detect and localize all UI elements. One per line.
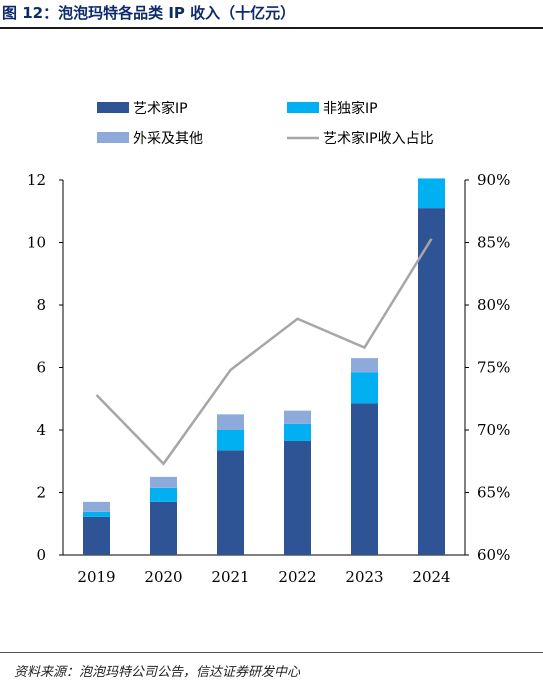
bar-segment xyxy=(217,430,244,451)
bar-segment xyxy=(83,501,110,512)
title-divider xyxy=(0,27,543,29)
bar-segment xyxy=(150,476,177,488)
x-tick-label: 2022 xyxy=(278,568,316,586)
legend-swatch xyxy=(97,102,129,113)
left-tick-label: 10 xyxy=(27,234,46,252)
right-tick-label: 80% xyxy=(477,296,510,314)
bar-segment xyxy=(351,372,378,404)
right-tick-label: 60% xyxy=(477,546,510,564)
right-tick-label: 65% xyxy=(477,484,510,502)
figure-title: 图 12：泡泡玛特各品类 IP 收入（十亿元） xyxy=(2,4,296,22)
bar-segment xyxy=(351,403,378,555)
legend-swatch xyxy=(97,132,129,143)
x-tick-label: 2021 xyxy=(211,568,249,586)
x-tick-label: 2024 xyxy=(412,568,450,586)
x-tick-label: 2019 xyxy=(77,568,115,586)
left-tick-label: 0 xyxy=(36,546,46,564)
source-divider xyxy=(0,652,543,653)
left-tick-label: 12 xyxy=(27,171,46,189)
legend-label: 外采及其他 xyxy=(133,131,203,147)
bar-segment xyxy=(217,414,244,430)
legend-swatch xyxy=(287,102,319,113)
left-tick-label: 6 xyxy=(36,359,46,377)
left-tick-label: 8 xyxy=(36,296,46,314)
chart-legend: 艺术家IP 非独家IP 外采及其他 艺术家IP收入占比 xyxy=(97,100,434,147)
bar-segment xyxy=(150,487,177,502)
right-tick-label: 85% xyxy=(477,234,510,252)
bar-segment xyxy=(284,423,311,441)
line-series xyxy=(95,238,433,466)
source-note: 资料来源：泡泡玛特公司公告，信达证券研发中心 xyxy=(14,665,301,680)
bar-segment xyxy=(83,511,110,517)
x-tick-label: 2023 xyxy=(345,568,383,586)
bar-segment xyxy=(418,208,445,555)
share-line xyxy=(95,238,433,466)
chart-axes: 0 2 4 6 8 10 12 60% 65% 70% 75% 80% 85% 90% 2019 2020 20… xyxy=(27,171,510,586)
legend-label: 非独家IP xyxy=(323,100,378,117)
right-tick-label: 75% xyxy=(477,359,510,377)
bar-series xyxy=(83,178,445,555)
left-tick-label: 2 xyxy=(36,484,46,502)
legend-label: 艺术家IP收入占比 xyxy=(323,130,434,147)
stacked-bar-line-chart: 艺术家IP 非独家IP 外采及其他 艺术家IP收入占比 0 2 4 6 8 10 12 60% 65%… xyxy=(27,100,510,586)
right-tick-label: 90% xyxy=(477,171,510,189)
left-tick-label: 4 xyxy=(36,421,46,439)
legend-label: 艺术家IP xyxy=(133,100,188,117)
bar-segment xyxy=(418,178,445,209)
bar-segment xyxy=(284,410,311,424)
bar-segment xyxy=(284,440,311,555)
right-tick-label: 70% xyxy=(477,421,510,439)
bar-segment xyxy=(150,501,177,555)
bar-segment xyxy=(83,516,110,555)
x-tick-label: 2020 xyxy=(144,568,182,586)
bar-segment xyxy=(217,450,244,555)
bar-segment xyxy=(351,358,378,373)
